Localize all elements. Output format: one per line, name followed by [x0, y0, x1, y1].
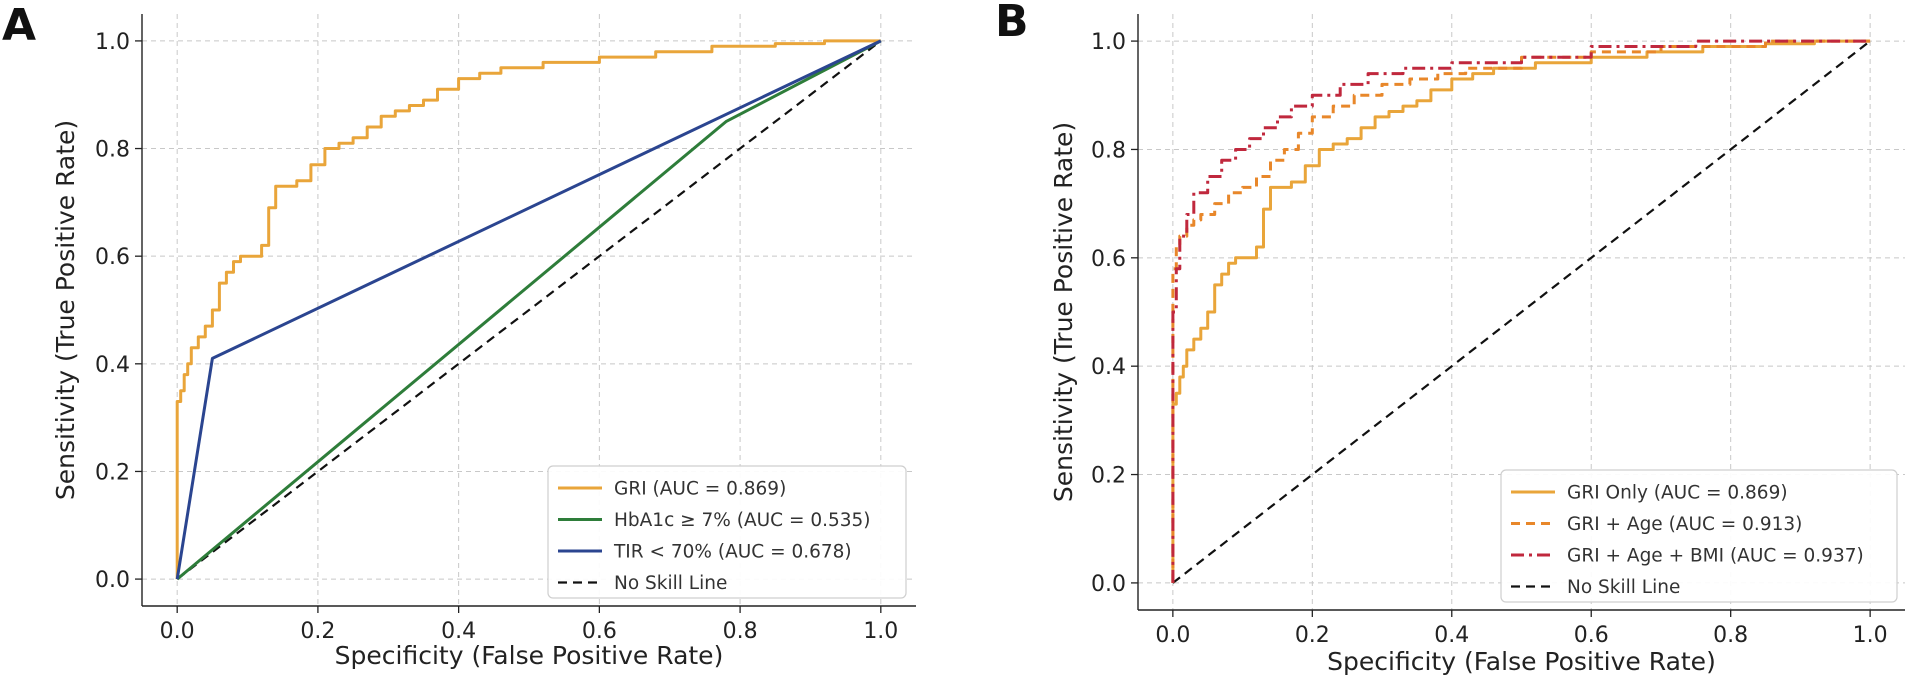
x-axis-label: Specificity (False Positive Rate): [335, 641, 724, 670]
y-tick-label: 0.2: [1091, 464, 1126, 489]
series-line-no-skill-line: [1172, 40, 1871, 584]
y-tick-label: 1.0: [1091, 30, 1126, 55]
panel-label: B: [995, 0, 1029, 47]
series-line-gri: [175, 39, 881, 580]
legend-entry: No Skill Line: [1567, 577, 1680, 598]
y-axis-label: Sensitivity (True Positive Rate): [51, 120, 80, 500]
legend: GRI Only (AUC = 0.869) GRI + Age (AUC = 0…: [1500, 469, 1898, 603]
y-axis-label: Sensitivity (True Positive Rate): [1049, 122, 1078, 502]
y-tick-label: 0.8: [1091, 138, 1126, 163]
x-tick-label: 0.6: [582, 619, 617, 644]
x-tick-label: 0.4: [441, 619, 476, 644]
y-tick-label: 0.6: [1091, 247, 1126, 272]
series-line-gri-only: [1171, 39, 1871, 583]
legend-entry: No Skill Line: [614, 573, 727, 594]
y-tick-label: 1.0: [95, 30, 130, 55]
legend-entry: TIR < 70% (AUC = 0.678): [613, 542, 852, 563]
x-tick-label: 0.2: [1295, 623, 1330, 648]
series-line-no-skill-line: [176, 40, 882, 580]
legend-entry: GRI (AUC = 0.869): [614, 479, 786, 500]
legend-entry: GRI + Age + BMI (AUC = 0.937): [1567, 546, 1864, 567]
x-tick-label: 1.0: [1853, 623, 1888, 648]
y-tick-label: 0.0: [1091, 572, 1126, 597]
legend-box: [547, 465, 907, 599]
y-tick-label: 0.6: [95, 245, 130, 270]
chart-panel-b: B 0.0 0.2 0.4 0.6 0.8 1.0 0.0 0.2 0.4 0.6 0.8 1.0 Spe…: [995, 0, 1905, 676]
x-tick-label: 1.0: [863, 619, 898, 644]
x-tick-label: 0.0: [1155, 623, 1190, 648]
x-tick-label: 0.0: [160, 619, 195, 644]
legend-entry: GRI + Age (AUC = 0.913): [1567, 514, 1802, 535]
x-tick-label: 0.8: [723, 619, 758, 644]
panel-label: A: [2, 0, 36, 51]
legend-entry: GRI Only (AUC = 0.869): [1567, 483, 1788, 504]
series-line-tir-70: [175, 39, 882, 580]
y-tick-label: 0.8: [95, 138, 130, 163]
legend-box: [1500, 469, 1898, 603]
series-line-gri-age-bmi: [1171, 39, 1871, 583]
legend-entry: HbA1c ≥ 7% (AUC = 0.535): [614, 510, 871, 531]
x-tick-label: 0.4: [1434, 623, 1469, 648]
series-line-gri-age: [1171, 39, 1871, 583]
legend: GRI (AUC = 0.869) HbA1c ≥ 7% (AUC = 0.535…: [547, 465, 907, 599]
series-line-hba1c-7: [176, 39, 882, 581]
x-tick-label: 0.8: [1713, 623, 1748, 648]
x-tick-label: 0.6: [1574, 623, 1609, 648]
y-tick-label: 0.2: [95, 460, 130, 485]
x-axis-label: Specificity (False Positive Rate): [1327, 647, 1716, 676]
x-tick-label: 0.2: [300, 619, 335, 644]
chart-panel-a: A 0.0 0.2 0.4 0.6 0.8 1.0 0.0 0.2 0.4 0.6 0.8 1.0 Spe…: [2, 0, 916, 670]
y-tick-label: 0.4: [1091, 355, 1126, 380]
y-tick-label: 0.0: [95, 568, 130, 593]
y-tick-label: 0.4: [95, 353, 130, 378]
